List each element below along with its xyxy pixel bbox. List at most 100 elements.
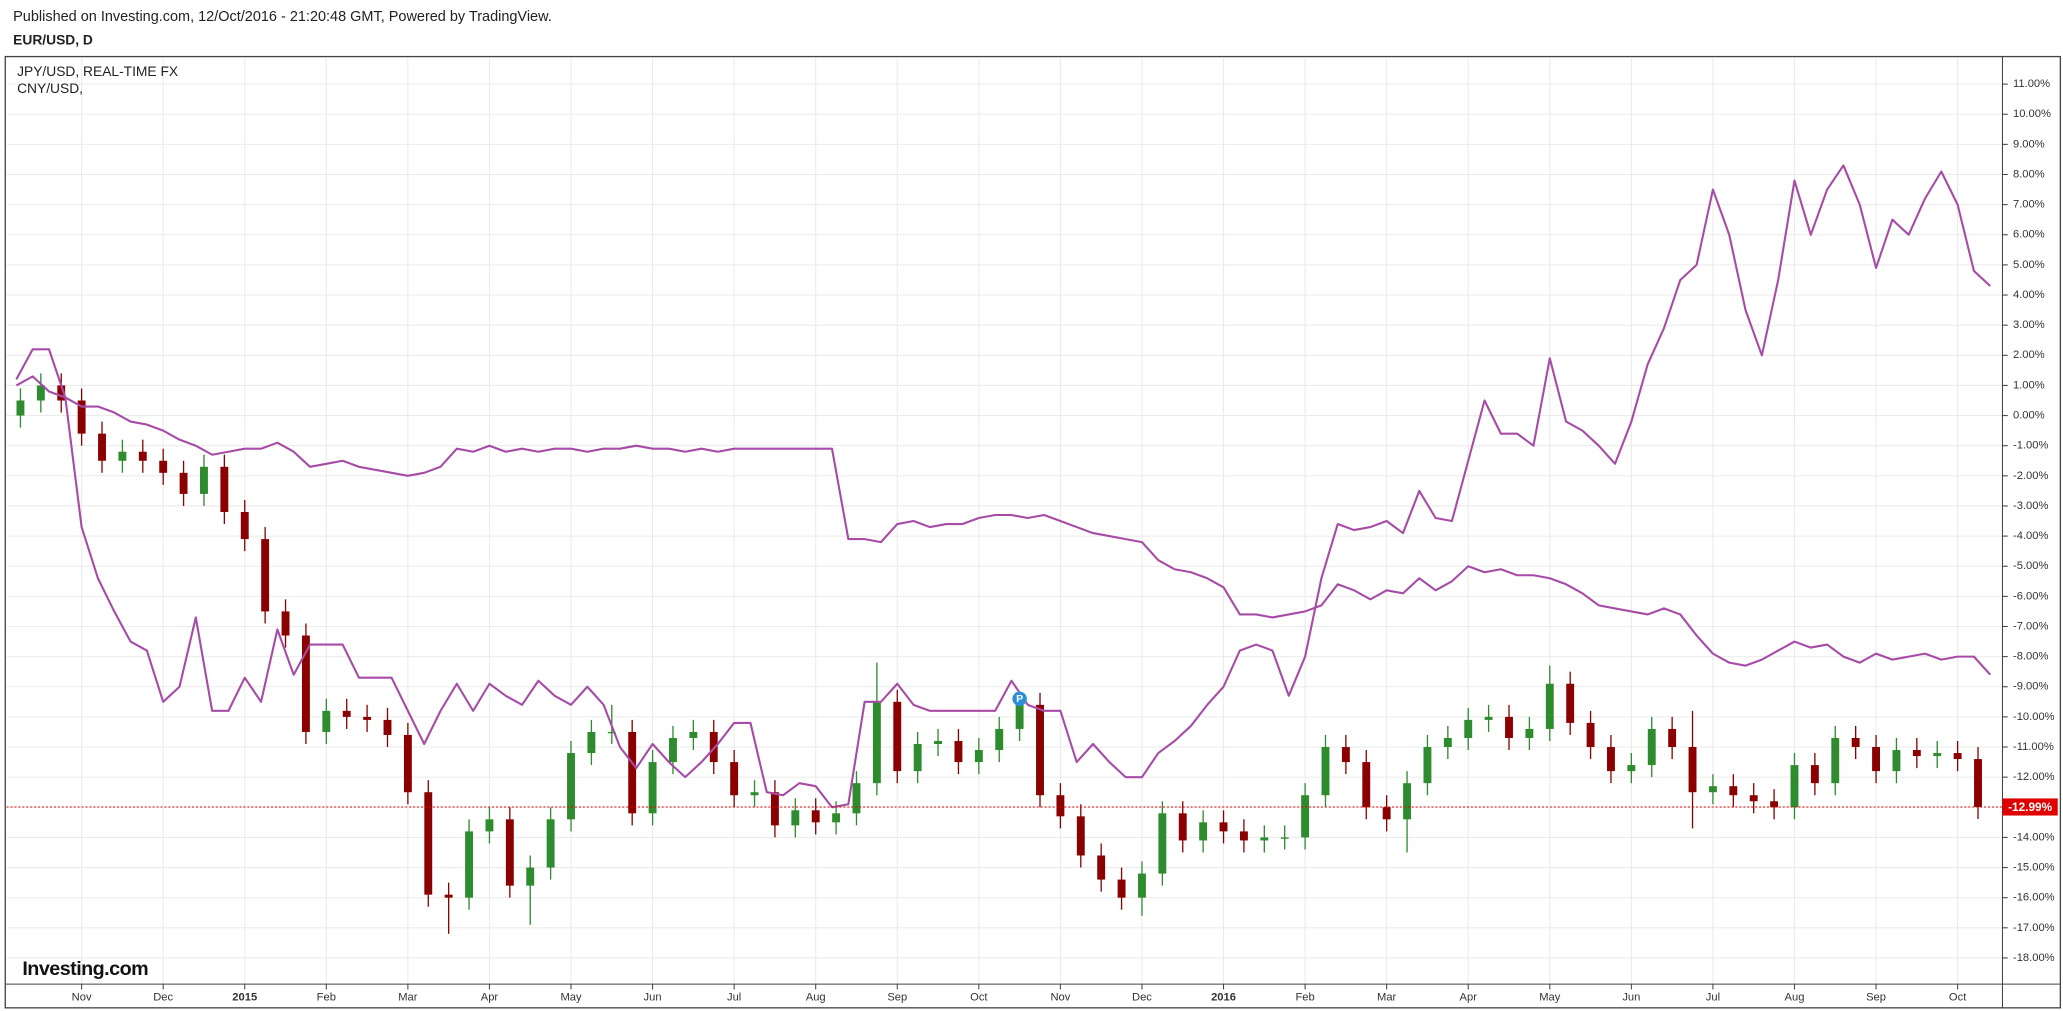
candle-body: [872, 701, 881, 784]
candle-body: [1974, 759, 1982, 807]
y-tick-label: 11.00%: [2013, 78, 2050, 90]
candle-body: [1586, 722, 1595, 748]
chart-frame: [4, 55, 2062, 1009]
x-tick-label: Dec: [153, 991, 173, 1003]
y-tick-label: -12.00%: [2013, 771, 2055, 783]
candle-body: [281, 611, 290, 636]
y-tick-label: -17.00%: [2013, 922, 2055, 934]
axes: 11.00% 10.00% 9.00% 8.00% 7.00% 6.00% 5.00% 4.0…: [72, 78, 2058, 1003]
candle-body: [913, 744, 922, 772]
x-tick-label: 2016: [1211, 991, 1236, 1003]
candle-body: [526, 867, 535, 886]
candle-body: [424, 792, 433, 895]
candle-body: [505, 819, 514, 886]
x-tick-label: Nov: [1050, 991, 1070, 1003]
x-tick-label: May: [560, 991, 582, 1003]
y-tick-label: -15.00%: [2013, 862, 2055, 874]
y-tick-label: 9.00%: [2013, 138, 2045, 150]
x-tick-label: Oct: [1949, 991, 1967, 1003]
y-tick-label: -18.00%: [2013, 952, 2055, 964]
legend-entry: CNY/USD,: [17, 80, 83, 96]
x-tick-label: Oct: [970, 991, 988, 1003]
candle-body: [893, 701, 902, 772]
candle-body: [444, 894, 453, 898]
candle-body: [1688, 747, 1697, 793]
candle-body: [1953, 753, 1962, 760]
candle-body: [1464, 719, 1473, 738]
y-tick-label: -14.00%: [2013, 831, 2055, 843]
candle-body: [587, 731, 596, 754]
y-tick-label: -4.00%: [2013, 530, 2048, 542]
candle-body: [1810, 765, 1819, 784]
x-tick-label: Feb: [317, 991, 336, 1003]
candle-body: [974, 750, 983, 763]
candle-body: [342, 710, 351, 717]
candle-body: [1301, 795, 1310, 838]
candle-body: [1015, 704, 1024, 729]
candle-body: [98, 433, 106, 461]
candle-body: [750, 792, 759, 796]
y-tick-label: -9.00%: [2013, 681, 2048, 693]
candle-body: [546, 819, 555, 868]
y-tick-label: 3.00%: [2013, 319, 2045, 331]
candle-body: [1199, 822, 1208, 841]
y-tick-label: -10.00%: [2013, 711, 2055, 723]
x-tick-label: Dec: [1132, 991, 1152, 1003]
candle-body: [607, 731, 616, 734]
y-tick-label: -11.00%: [2013, 741, 2054, 753]
candle-body: [363, 716, 372, 720]
y-tick-label: -3.00%: [2013, 500, 2048, 512]
x-tick-label: Nov: [72, 991, 92, 1003]
candle-body: [770, 792, 779, 826]
series-line: [15, 164, 1991, 809]
candle-body: [1097, 855, 1106, 880]
candle-body: [689, 731, 698, 738]
candle-body: [1708, 786, 1717, 793]
candle-body: [1117, 879, 1126, 898]
candle-body: [1770, 801, 1779, 808]
candle-body: [1892, 750, 1901, 772]
candle-body: [934, 740, 942, 745]
x-tick-label: Mar: [1377, 991, 1397, 1003]
candle-body: [1382, 807, 1391, 820]
event-marker-label: P: [1016, 693, 1023, 705]
candle-body: [36, 385, 45, 401]
y-tick-label: -8.00%: [2013, 651, 2048, 663]
candle-body: [465, 831, 474, 898]
y-tick-label: 2.00%: [2013, 349, 2045, 361]
candle-body: [1647, 728, 1656, 766]
header: Published on Investing.com, 12/Oct/2016 …: [13, 9, 552, 25]
candle-body: [1872, 747, 1880, 772]
candle-body: [200, 466, 208, 494]
candle-body: [322, 710, 331, 732]
y-tick-label: -5.00%: [2013, 560, 2048, 572]
x-tick-label: Jul: [1706, 991, 1720, 1003]
candle-body: [669, 737, 677, 763]
candle-body: [220, 466, 229, 512]
candle-body: [1138, 873, 1146, 898]
candle-body: [1056, 795, 1065, 817]
x-tick-label: Sep: [1866, 991, 1886, 1003]
candle-body: [301, 635, 310, 732]
candle-body: [1505, 716, 1513, 738]
x-tick-label: Aug: [1785, 991, 1805, 1003]
candle-body: [138, 451, 147, 461]
candle-body: [1525, 728, 1534, 738]
candle-body: [403, 734, 412, 793]
candle-body: [1036, 704, 1044, 796]
y-tick-label: 0.00%: [2013, 410, 2045, 422]
candle-body: [648, 762, 657, 814]
candle-body: [1260, 837, 1269, 841]
candle-body: [1851, 737, 1860, 748]
candle-body: [1566, 683, 1575, 723]
candle-body: [1831, 737, 1840, 784]
candle-body: [730, 762, 739, 796]
candle-body: [811, 810, 820, 823]
y-tick-label: 8.00%: [2013, 168, 2045, 180]
grid: [6, 57, 2003, 985]
candle-body: [159, 460, 168, 473]
x-tick-label: Feb: [1295, 991, 1314, 1003]
